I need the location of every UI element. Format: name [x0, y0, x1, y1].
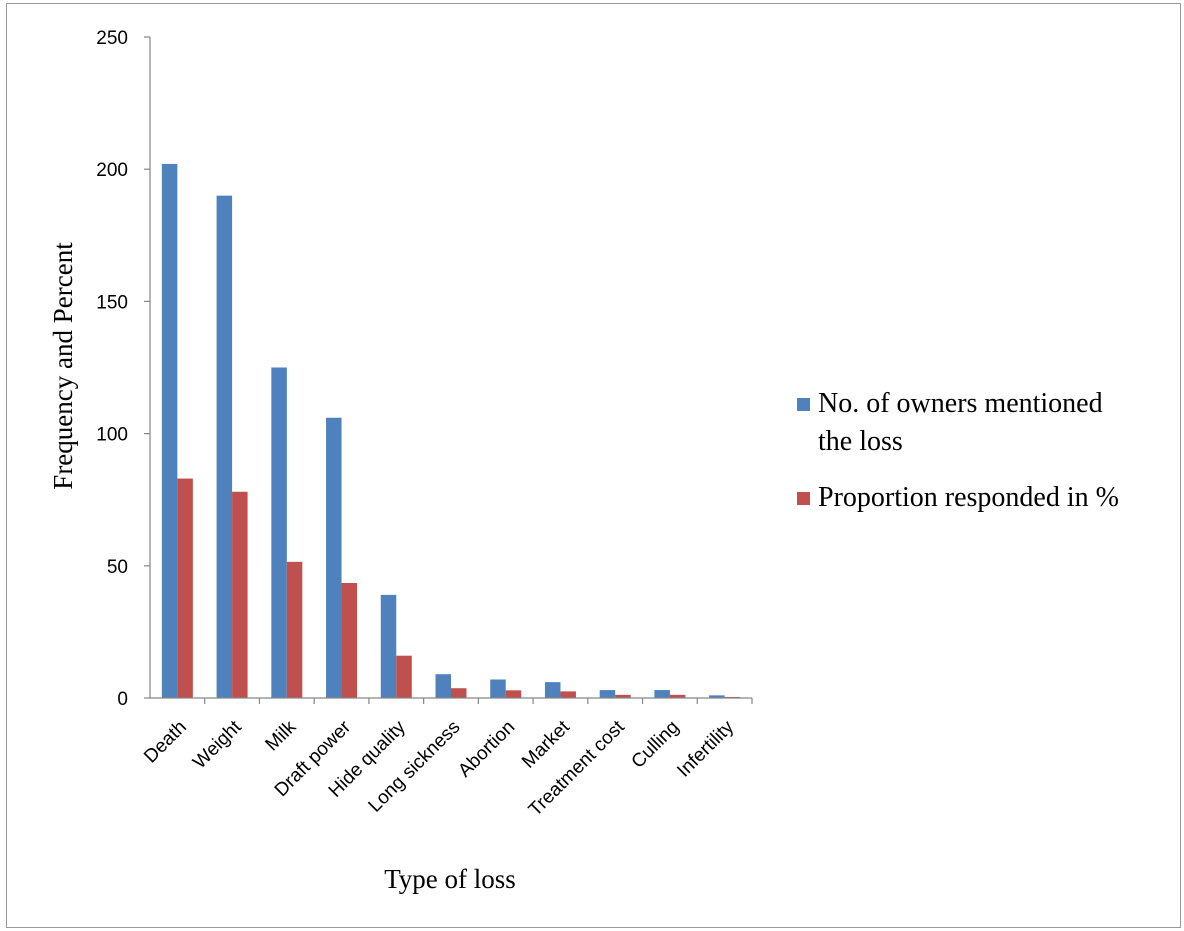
y-tick-label: 250 [96, 28, 128, 49]
y-tick-label: 200 [96, 160, 128, 181]
x-tick-label: Infertility [673, 716, 738, 781]
y-tick-label: 100 [96, 425, 128, 446]
bar [505, 690, 522, 698]
bar [232, 491, 248, 698]
axes [149, 37, 752, 699]
bar [435, 674, 451, 698]
bar [490, 679, 506, 698]
x-tick-label: Weight [189, 716, 246, 773]
legend-label: Proportion responded in % [818, 482, 1119, 513]
legend-label: No. of owners mentioned [818, 388, 1103, 419]
bar [341, 582, 358, 698]
bar [669, 694, 686, 698]
bar [654, 690, 670, 698]
legend-swatch [797, 398, 810, 411]
y-axis-ticks: 0 50 100 150 200 250 [96, 28, 150, 710]
bar [177, 478, 193, 698]
chart-frame [6, 3, 1181, 928]
bars [161, 163, 741, 699]
legend-label: the loss [818, 426, 903, 457]
legend: No. of owners mentioned the loss Proportio… [797, 388, 1119, 513]
bar [216, 195, 233, 698]
bar [709, 695, 725, 698]
x-tick-label: Treatment cost [525, 716, 629, 820]
bar [451, 688, 467, 698]
bar [286, 561, 303, 698]
legend-swatch [797, 492, 810, 505]
bar [161, 163, 178, 699]
y-tick-label: 0 [117, 689, 128, 710]
y-tick-label: 150 [96, 292, 128, 313]
bar [544, 682, 561, 698]
bar [380, 594, 397, 698]
bar [599, 690, 616, 698]
bar [560, 691, 576, 698]
x-tick-label: Milk [262, 716, 301, 755]
bar [615, 694, 631, 698]
bar [396, 655, 412, 698]
x-tick-label: Abortion [454, 717, 519, 782]
bar [271, 367, 287, 698]
x-axis-title: Type of loss [384, 864, 516, 894]
y-tick-label: 50 [107, 557, 128, 578]
bar [326, 417, 342, 698]
x-tick-label: Death [140, 717, 191, 768]
y-axis-title: Frequency and Percent [48, 242, 78, 490]
